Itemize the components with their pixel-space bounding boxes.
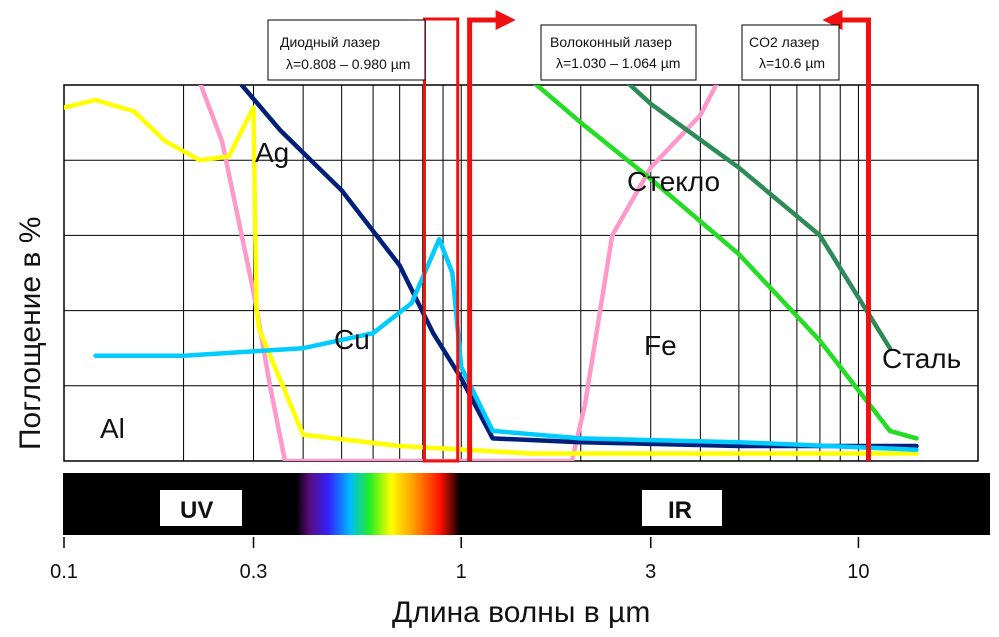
diode-laser-band	[422, 17, 460, 463]
series-line-Cu	[93, 236, 919, 452]
uv-band-label: UV	[180, 497, 213, 524]
ir-band-box	[642, 490, 722, 526]
co2-laser-title: CO2 лазер	[749, 34, 820, 50]
series-line-Fe	[533, 85, 919, 441]
grid	[64, 85, 978, 461]
x-axis-ticks: 0.1 0.3 1 3 10	[50, 537, 870, 583]
fiber-laser-title: Волоконный лазер	[550, 34, 672, 50]
plot-area	[63, 84, 979, 462]
y-axis-label: Поглощение в %	[14, 217, 47, 450]
series-line-Ag	[64, 97, 919, 456]
label-steel: Сталь	[882, 343, 961, 374]
co2-laser-range: λ=10.6 µm	[759, 55, 825, 71]
spectrum-band: UV IR	[63, 473, 990, 535]
x-tick-label: 3	[645, 561, 656, 583]
co2-laser-line	[840, 17, 871, 461]
series-line-Сталь	[626, 85, 893, 351]
curves	[64, 85, 919, 461]
x-tick-label: 0.3	[240, 561, 268, 583]
label-fe: Fe	[644, 330, 677, 361]
series-line-Al	[238, 85, 919, 449]
diode-laser-title: Диодный лазер	[280, 34, 380, 50]
diode-laser-range: λ=0.808 – 0.980 µm	[286, 56, 410, 72]
x-tick-label: 0.1	[50, 561, 78, 583]
label-glass: Стекло	[627, 166, 720, 197]
label-al: Al	[100, 413, 125, 444]
fiber-laser-box: Волоконный лазер λ=1.030 – 1.064 µm	[540, 24, 697, 81]
x-axis-label: Длина волны в µm	[392, 596, 650, 629]
x-tick-label: 10	[847, 561, 869, 583]
uv-band-box	[160, 490, 242, 526]
x-tick-label: 1	[456, 561, 467, 583]
laser-markers	[422, 10, 871, 463]
fiber-laser-range: λ=1.030 – 1.064 µm	[556, 55, 680, 71]
label-ag: Ag	[255, 137, 289, 168]
co2-laser-box: CO2 лазер λ=10.6 µm	[741, 24, 840, 81]
fiber-laser-arrowhead	[495, 10, 516, 30]
ir-band-label: IR	[668, 497, 692, 524]
fiber-laser-line	[467, 17, 498, 461]
diode-laser-box: Диодный лазер λ=0.808 – 0.980 µm	[267, 19, 426, 81]
label-cu: Cu	[334, 324, 370, 355]
series-line-Стекло	[198, 85, 719, 461]
